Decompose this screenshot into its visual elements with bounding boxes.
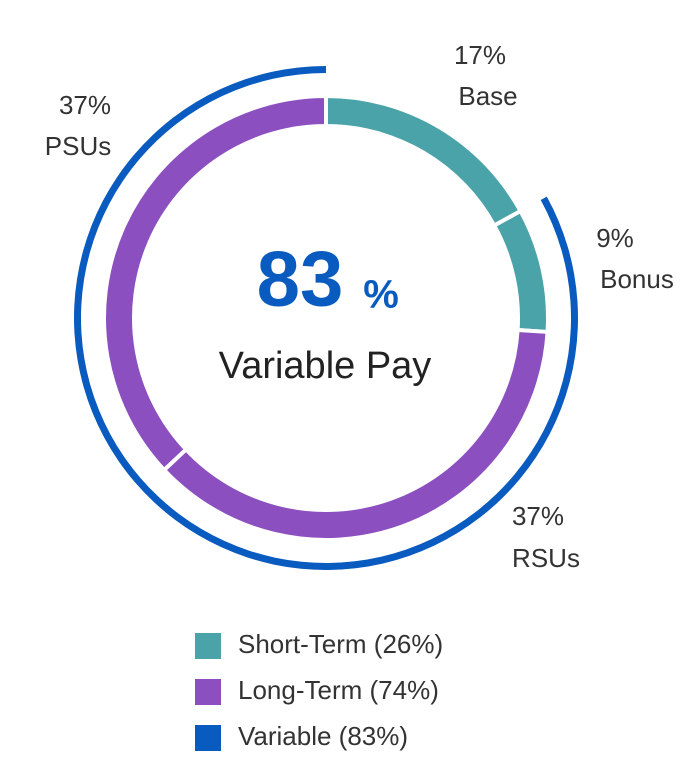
value-label: 9% xyxy=(596,223,634,253)
center-unit: % xyxy=(363,273,399,317)
category-label: RSUs xyxy=(512,543,580,573)
legend-swatch xyxy=(195,679,221,705)
category-label: PSUs xyxy=(45,131,111,161)
value-label: 37% xyxy=(59,90,111,120)
center-label: Variable Pay xyxy=(219,345,432,387)
value-label: 17% xyxy=(454,40,506,70)
category-label: Bonus xyxy=(600,264,674,294)
legend-label: Short-Term (26%) xyxy=(238,629,443,659)
center-value: 83 xyxy=(257,235,344,323)
donut-segment xyxy=(102,93,328,473)
value-label: 37% xyxy=(512,501,564,531)
donut-segment xyxy=(491,208,550,335)
category-label: Base xyxy=(458,81,517,111)
legend-label: Variable (83%) xyxy=(238,721,408,751)
donut-segment xyxy=(324,93,524,229)
legend-swatch xyxy=(195,725,221,751)
legend-label: Long-Term (74%) xyxy=(238,675,439,705)
legend-swatch xyxy=(195,633,221,659)
